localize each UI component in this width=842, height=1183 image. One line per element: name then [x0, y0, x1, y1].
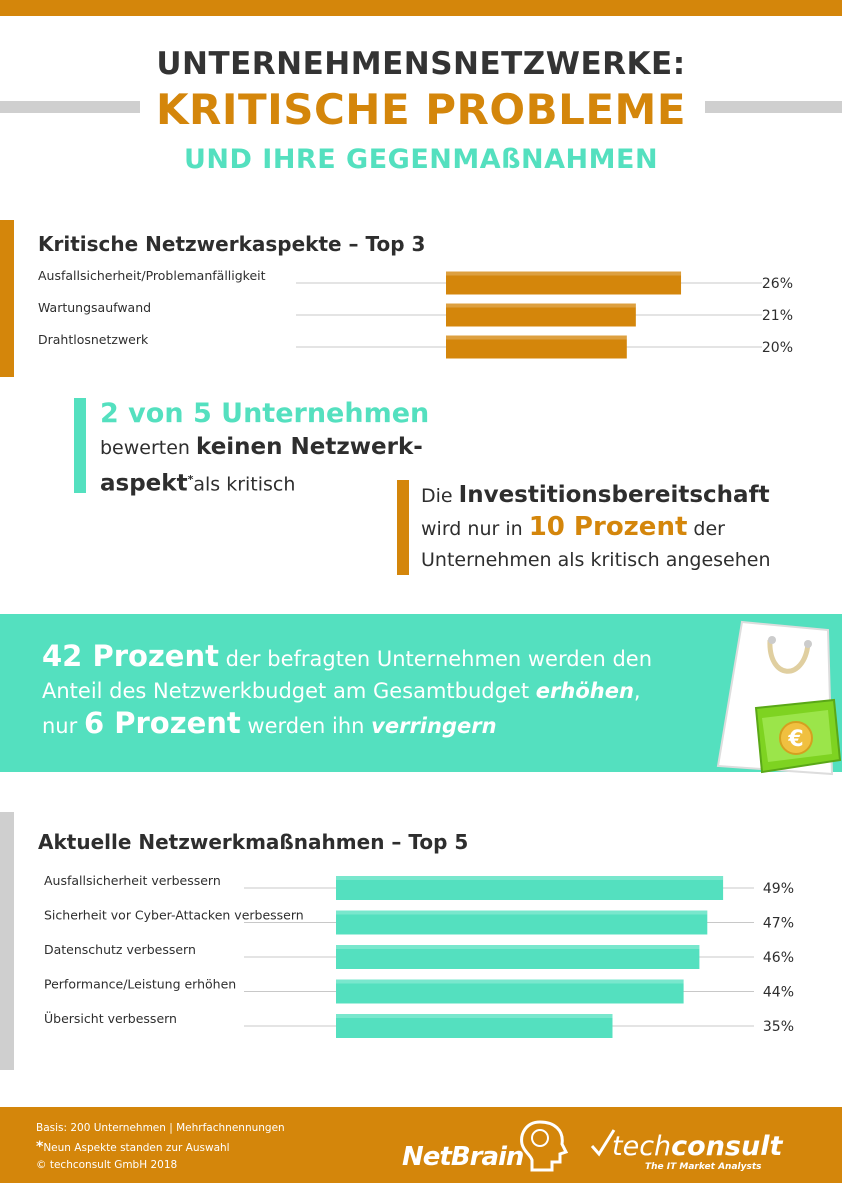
- callout2: Die Investitionsbereitschaft wird nur in…: [421, 480, 771, 576]
- banner-text-5: werden ihn: [240, 714, 372, 738]
- title-decoration-left: [0, 101, 140, 113]
- techconsult-logo: techconsult: [612, 1131, 782, 1162]
- callout2-text-3: der: [687, 518, 725, 540]
- category-label: Performance/Leistung erhöhen: [44, 977, 236, 992]
- banner-text-3: ,: [633, 679, 641, 703]
- chart1-title: Kritische Netzwerkaspekte – Top 3: [38, 232, 426, 256]
- bar-highlight: [446, 271, 682, 276]
- bar-highlight: [336, 876, 724, 880]
- bar-highlight: [336, 979, 684, 984]
- top-accent-bar: [0, 0, 842, 16]
- banner-bold-2: 6 Prozent: [83, 706, 241, 740]
- callout2-text-4: Unternehmen als kritisch angesehen: [421, 549, 771, 571]
- category-label: Wartungsaufwand: [38, 300, 151, 315]
- bar: [336, 910, 708, 935]
- bar-highlight: [336, 910, 708, 915]
- chart2-svg: Ausfallsicherheit verbessern 49% Sicherhei…: [44, 873, 794, 1038]
- category-label: Drahtlosnetzwerk: [38, 332, 149, 347]
- callout2-text-2: wird nur in: [421, 518, 529, 540]
- banner-italic-1: erhöhen: [535, 679, 634, 703]
- section1-accent: [0, 220, 14, 377]
- techconsult-check-icon: [590, 1129, 616, 1157]
- title-line-1: UNTERNEHMENSNETZWERKE:: [156, 46, 686, 82]
- callout1-bold-1: keinen Netzwerk-: [196, 434, 423, 460]
- bar-highlight: [336, 1014, 613, 1018]
- footer-note: *Neun Aspekte standen zur Auswahl: [36, 1139, 230, 1155]
- banner-text: 42 Prozent der befragten Unternehmen wer…: [42, 640, 652, 742]
- footer-star: *: [36, 1139, 44, 1155]
- budget-banner: [0, 614, 842, 772]
- category-label: Ausfallsicherheit verbessern: [44, 873, 221, 888]
- category-label: Ausfallsicherheit/Problemanfälligkeit: [38, 268, 266, 283]
- brain-head-icon: [520, 1120, 569, 1172]
- bar: [336, 945, 700, 969]
- category-label: Übersicht verbessern: [44, 1010, 177, 1026]
- banner-text-1: der befragten Unternehmen werden den: [219, 647, 653, 671]
- value-label: 21%: [762, 308, 793, 324]
- chart2-title: Aktuelle Netzwerkmaßnahmen – Top 5: [38, 830, 469, 854]
- value-label: 44%: [763, 985, 794, 1001]
- title-line-3: UND IHRE GEGENMAßNAHMEN: [183, 144, 659, 175]
- value-label: 46%: [763, 950, 794, 966]
- bar-highlight: [446, 335, 627, 340]
- callout1-bold-2: aspekt: [100, 470, 188, 497]
- callout1-text-1: bewerten: [100, 437, 197, 459]
- money-symbol: €: [787, 727, 803, 752]
- callout1-star: *: [187, 473, 194, 486]
- callout1-accent: [74, 398, 86, 493]
- value-label: 26%: [762, 276, 793, 292]
- callout2-bold: Investitionsbereitschaft: [458, 482, 770, 508]
- footer-note-text: Neun Aspekte standen zur Auswahl: [43, 1142, 230, 1154]
- chart1-svg: Ausfallsicherheit/Problemanfälligkeit 26%…: [38, 268, 793, 359]
- banner-text-4: nur: [42, 714, 84, 738]
- title-line-2: KRITISCHE PROBLEME: [155, 85, 687, 134]
- bar-highlight: [336, 945, 700, 949]
- techconsult-logo-part2: consult: [671, 1131, 783, 1162]
- bar: [446, 303, 636, 327]
- bar-highlight: [446, 303, 636, 308]
- callout2-highlight: 10 Prozent: [528, 512, 688, 542]
- footer-basis: Basis: 200 Unternehmen | Mehrfachnennung…: [36, 1122, 285, 1134]
- techconsult-tagline: The IT Market Analysts: [645, 1162, 762, 1172]
- bar: [336, 1014, 613, 1038]
- callout1: 2 von 5 Unternehmen bewerten keinen Netz…: [100, 398, 429, 500]
- callout2-text-1: Die: [421, 485, 459, 507]
- callout1-headline: 2 von 5 Unternehmen: [100, 398, 430, 429]
- footer-copyright: © techconsult GmbH 2018: [36, 1159, 178, 1171]
- title-decoration-right: [705, 101, 842, 113]
- banner-bold-1: 42 Prozent: [42, 639, 219, 673]
- techconsult-logo-part1: tech: [612, 1131, 672, 1162]
- shopping-bag-money-icon: €: [716, 620, 842, 776]
- bar: [446, 335, 627, 359]
- value-label: 20%: [762, 340, 793, 356]
- category-label: Sicherheit vor Cyber-Attacken verbessern: [44, 908, 304, 923]
- footer: [0, 1107, 842, 1183]
- banner-italic-2: verringern: [371, 714, 497, 738]
- netbrain-logo: NetBrain: [402, 1142, 524, 1172]
- value-label: 35%: [763, 1019, 794, 1035]
- callout1-text-2: als kritisch: [193, 473, 296, 496]
- bar: [336, 876, 724, 900]
- value-label: 47%: [763, 916, 794, 932]
- banner-text-2: Anteil des Netzwerkbudget am Gesamtbudge…: [42, 679, 536, 703]
- value-label: 49%: [763, 881, 794, 897]
- bar: [446, 271, 682, 295]
- callout2-accent: [397, 480, 409, 575]
- bar: [336, 979, 684, 1004]
- section2-accent: [0, 812, 14, 1070]
- category-label: Datenschutz verbessern: [44, 942, 196, 957]
